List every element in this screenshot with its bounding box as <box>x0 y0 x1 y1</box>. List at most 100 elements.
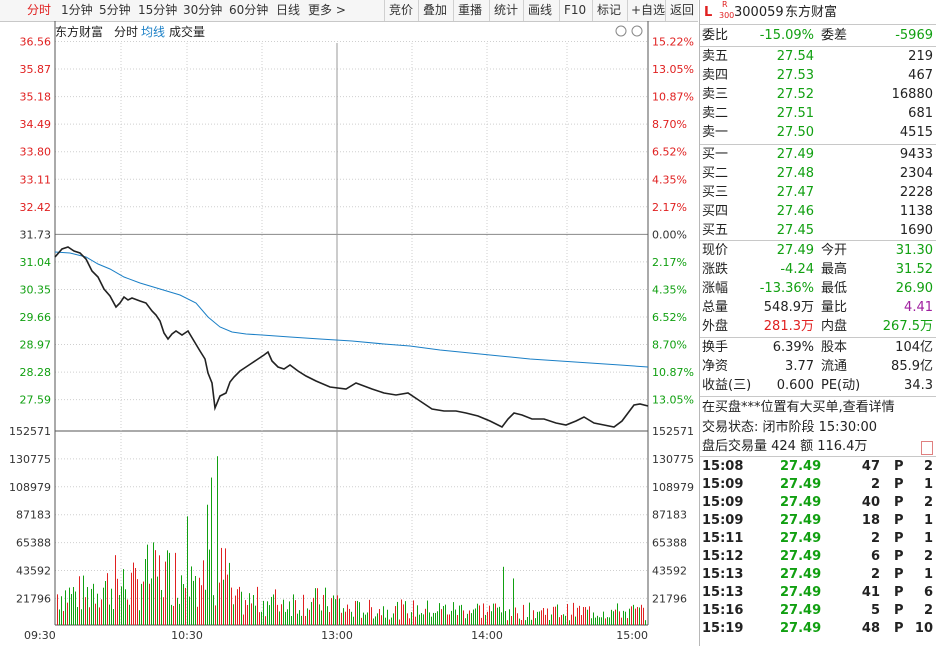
volume-bar <box>645 620 646 625</box>
tick-volume: 48 <box>861 621 880 636</box>
volume-bar <box>269 605 270 625</box>
volume-bar <box>203 560 204 625</box>
period-tab-more[interactable]: 更多 > <box>308 3 346 17</box>
volume-bar <box>299 610 300 625</box>
add-watchlist-button[interactable]: +自选 <box>627 0 665 21</box>
volume-bar <box>593 612 594 625</box>
price-tick-label: 36.56 <box>20 36 52 49</box>
volume-tick-label-right: 152571 <box>652 425 694 438</box>
volume-bar <box>543 608 544 625</box>
volume-bar <box>643 607 644 625</box>
period-tab-60min[interactable]: 60分钟 <box>229 3 269 17</box>
percent-tick-label: 2.17% <box>652 201 687 214</box>
volume-bar <box>327 606 328 625</box>
volume-bar <box>551 614 552 625</box>
tick-price: 27.49 <box>780 531 822 546</box>
tick-volume: 47 <box>861 459 880 474</box>
time-tick-label: 13:00 <box>321 629 353 642</box>
volume-bar <box>275 589 276 625</box>
period-tab-daily[interactable]: 日线 <box>276 3 301 17</box>
volume-bar <box>537 611 538 625</box>
tick-time: 15:12 <box>702 549 744 564</box>
tick-type: P <box>894 549 904 564</box>
tick-type: P <box>894 531 904 546</box>
volume-bar <box>491 611 492 625</box>
volume-bar <box>245 600 246 625</box>
volume-bar <box>179 603 180 625</box>
after-hours-text: 盘后交易量 424 额 116.4万 <box>702 439 868 454</box>
quote-value: 26.90 <box>895 281 933 296</box>
volume-tick-label-right: 65388 <box>652 537 687 550</box>
buy-level-row: 买三 27.47 2228 <box>700 184 936 202</box>
overlay-button[interactable]: 叠加 <box>418 0 447 21</box>
weicha-label: 委差 <box>821 28 848 43</box>
auction-button[interactable]: 竞价 <box>384 0 413 21</box>
order-level-label: 买二 <box>702 166 729 181</box>
order-price: 27.45 <box>776 223 814 238</box>
period-tab-5min[interactable]: 5分钟 <box>99 3 131 17</box>
f10-button[interactable]: F10 <box>559 0 586 21</box>
volume-bar <box>185 587 186 625</box>
volume-bar <box>595 617 596 625</box>
volume-bar <box>91 588 92 625</box>
percent-tick-label: 15.22% <box>652 36 694 49</box>
volume-bar <box>321 610 322 625</box>
volume-bar <box>503 566 504 625</box>
volume-bar <box>385 617 386 625</box>
volume-bar <box>461 604 462 625</box>
volume-bar <box>169 552 170 625</box>
volume-bar <box>239 586 240 625</box>
draw-line-button[interactable]: 画线 <box>523 0 552 21</box>
back-button[interactable]: 返回 <box>665 0 694 21</box>
volume-bar <box>293 594 294 625</box>
volume-bar <box>505 611 506 625</box>
percent-tick-label: 10.87% <box>652 366 694 379</box>
period-tab-intraday[interactable]: 分时 <box>27 3 52 17</box>
volume-bar <box>59 609 60 625</box>
intraday-chart[interactable]: 东方财富 分时 均线 成交量 36.56 35.87 35.18 34.49 33.80… <box>0 21 698 646</box>
stats-button[interactable]: 统计 <box>489 0 518 21</box>
tick-list-toggle-icon[interactable] <box>921 441 933 455</box>
volume-bar <box>137 579 138 625</box>
volume-bar <box>621 617 622 625</box>
volume-bar <box>277 604 278 625</box>
chart-grid <box>54 21 649 626</box>
period-tab-1min[interactable]: 1分钟 <box>61 3 93 17</box>
volume-bar <box>95 603 96 625</box>
financial-row: 换手 6.39% 股本 104亿 <box>700 339 936 357</box>
volume-bar <box>103 587 104 625</box>
mark-button[interactable]: 标记 <box>592 0 621 21</box>
volume-bar <box>147 544 148 625</box>
period-tab-15min[interactable]: 15分钟 <box>138 3 178 17</box>
volume-bar <box>409 618 410 625</box>
volume-bar <box>209 549 210 625</box>
volume-bar <box>433 612 434 625</box>
volume-bar <box>301 615 302 625</box>
replay-button[interactable]: 重播 <box>453 0 482 21</box>
volume-bar <box>313 597 314 625</box>
financial-value: 6.39% <box>772 340 814 355</box>
tick-type: P <box>894 477 904 492</box>
tick-count: 10 <box>914 621 933 636</box>
volume-bar <box>121 586 122 625</box>
volume-bar <box>285 611 286 625</box>
volume-bar <box>61 596 62 625</box>
volume-bar <box>325 587 326 625</box>
percent-tick-label: 2.17% <box>652 256 687 269</box>
chart-settings-icon[interactable] <box>615 25 627 37</box>
quote-value: 31.30 <box>895 243 933 258</box>
volume-bar <box>471 613 472 625</box>
big-order-notice[interactable]: 在买盘***位置有大买单,查看详情 <box>700 399 936 417</box>
volume-bar <box>65 590 66 625</box>
quote-label: 最高 <box>821 262 848 277</box>
trade-status: 交易状态: 闭市阶段 15:30:00 <box>700 419 936 437</box>
sell-level-row: 卖五 27.54 219 <box>700 48 936 66</box>
volume-bar <box>529 602 530 625</box>
volume-bar <box>443 606 444 625</box>
financial-value: 34.3 <box>904 378 933 393</box>
volume-bar <box>241 591 242 625</box>
chart-expand-icon[interactable] <box>631 25 643 37</box>
period-tab-30min[interactable]: 30分钟 <box>183 3 223 17</box>
volume-bar <box>473 609 474 625</box>
order-price: 27.51 <box>776 106 814 121</box>
